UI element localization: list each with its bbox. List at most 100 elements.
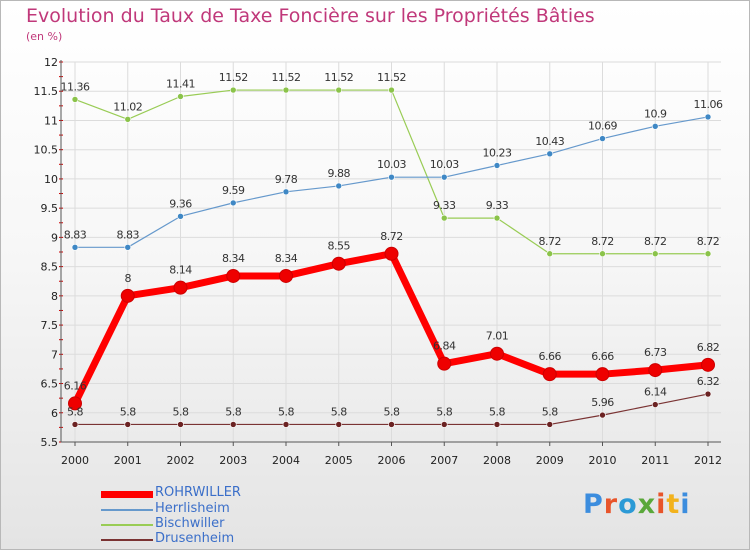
chart-data-labels: 11.36 11.02 11.41 11.52 11.52 11.52 11.52 9.33 9… [61, 71, 724, 418]
y-tick-label: 6 [51, 407, 58, 420]
data-label-rohrwiller: 7.01 [486, 330, 509, 343]
point-herrlisheim [704, 113, 712, 121]
data-label-rohrwiller: 6.66 [591, 350, 614, 363]
data-label-herrlisheim: 10.03 [430, 158, 459, 171]
logo-letter: x [637, 489, 657, 520]
data-label-bischwiller: 8.72 [591, 235, 614, 248]
point-herrlisheim [282, 188, 290, 196]
point-drusenheim [546, 421, 554, 428]
page-title: Evolution du Taux de Taxe Foncière sur l… [26, 5, 595, 27]
point-drusenheim [71, 421, 79, 428]
data-label-drusenheim: 5.8 [278, 405, 294, 418]
point-bischwiller [282, 86, 290, 94]
data-label-herrlisheim: 10.23 [483, 146, 512, 159]
point-bischwiller [440, 214, 448, 222]
data-label-rohrwiller: 8.34 [275, 252, 298, 265]
x-tick-label: 2001 [114, 454, 142, 467]
x-tick-label: 2007 [430, 454, 458, 467]
logo-letter: i [680, 489, 691, 520]
legend-swatch-bischwiller [101, 524, 153, 526]
data-label-herrlisheim: 10.69 [588, 120, 617, 133]
y-tick-label: 11 [44, 114, 58, 127]
point-drusenheim [599, 411, 606, 419]
data-label-bischwiller: 11.36 [61, 80, 90, 93]
data-label-bischwiller: 8.72 [539, 235, 562, 248]
point-drusenheim [335, 421, 343, 428]
chart-series [68, 86, 715, 428]
x-tick-label: 2008 [483, 454, 511, 467]
y-tick-label: 10 [44, 173, 58, 186]
point-drusenheim [388, 421, 395, 428]
point-rohrwiller [68, 396, 82, 411]
data-label-drusenheim: 5.8 [331, 405, 347, 418]
point-drusenheim [282, 421, 290, 428]
data-label-rohrwiller: 6.73 [644, 346, 667, 359]
point-herrlisheim [546, 150, 554, 158]
point-bischwiller [704, 250, 712, 258]
data-label-rohrwiller: 8.55 [328, 240, 351, 253]
data-label-herrlisheim: 8.83 [117, 228, 140, 241]
x-tick-label: 2004 [272, 454, 300, 467]
data-label-rohrwiller: 6.16 [64, 379, 87, 392]
x-tick-label: 2000 [61, 454, 89, 467]
data-label-drusenheim: 5.8 [67, 405, 83, 418]
y-tick-label: 7.5 [41, 319, 59, 332]
legend-swatch-drusenheim [101, 539, 153, 541]
logo-letter: P [583, 489, 604, 520]
data-label-rohrwiller: 6.66 [539, 350, 562, 363]
data-label-drusenheim: 5.8 [542, 405, 558, 418]
y-tick-label: 12 [44, 56, 58, 69]
data-label-drusenheim: 5.8 [384, 405, 400, 418]
data-label-bischwiller: 8.72 [644, 235, 667, 248]
data-label-bischwiller: 8.72 [697, 235, 720, 248]
point-rohrwiller [490, 346, 504, 361]
data-label-herrlisheim: 10.03 [377, 158, 406, 171]
point-herrlisheim [388, 173, 395, 181]
data-label-drusenheim: 5.8 [225, 405, 241, 418]
point-rohrwiller [120, 288, 135, 303]
point-herrlisheim [493, 162, 501, 169]
data-label-bischwiller: 11.41 [166, 77, 195, 90]
data-label-herrlisheim: 9.36 [169, 197, 192, 210]
logo-letter: t [666, 489, 681, 520]
data-label-rohrwiller: 8.34 [222, 252, 245, 265]
point-herrlisheim [177, 213, 184, 220]
y-tick-label: 8.5 [41, 261, 59, 274]
point-bischwiller [335, 86, 343, 94]
point-rohrwiller [542, 367, 557, 382]
data-label-drusenheim: 5.96 [591, 396, 614, 409]
x-tick-label: 2006 [378, 454, 406, 467]
data-label-bischwiller: 11.52 [272, 71, 301, 84]
legend-label-bischwiller: Bischwiller [155, 516, 225, 531]
legend-swatch-rohrwiller [101, 491, 153, 498]
data-label-drusenheim: 5.8 [436, 405, 452, 418]
point-bischwiller [651, 250, 659, 258]
data-label-drusenheim: 5.8 [489, 405, 505, 418]
point-herrlisheim [335, 182, 343, 190]
x-tick-label: 2011 [641, 454, 669, 467]
point-rohrwiller [279, 268, 293, 283]
data-label-drusenheim: 5.8 [120, 405, 136, 418]
point-bischwiller [599, 250, 606, 258]
point-rohrwiller [701, 357, 715, 372]
point-drusenheim [704, 390, 712, 398]
logo-letter: i [656, 489, 667, 520]
data-label-rohrwiller: 8.72 [380, 230, 403, 243]
data-label-herrlisheim: 10.9 [644, 107, 667, 120]
x-tick-label: 2002 [167, 454, 195, 467]
proxiti-logo: Proxiti [583, 489, 691, 520]
data-label-drusenheim: 6.32 [697, 375, 720, 388]
y-tick-label: 8 [51, 290, 58, 303]
data-label-bischwiller: 11.52 [377, 71, 406, 84]
point-drusenheim [177, 421, 184, 428]
point-drusenheim [493, 421, 501, 428]
data-label-bischwiller: 11.52 [324, 71, 353, 84]
data-label-bischwiller: 11.02 [113, 100, 142, 113]
y-tick-label: 6.5 [41, 378, 59, 391]
point-herrlisheim [71, 244, 79, 251]
legend-label-rohrwiller: ROHRWILLER [155, 485, 241, 500]
point-drusenheim [651, 401, 659, 408]
point-herrlisheim [440, 173, 448, 181]
chart-axes: 5.5 6 6.5 7 7.5 8 8.5 9 9.5 10 10.5 11 11.5 12 2000 200… [34, 56, 723, 467]
